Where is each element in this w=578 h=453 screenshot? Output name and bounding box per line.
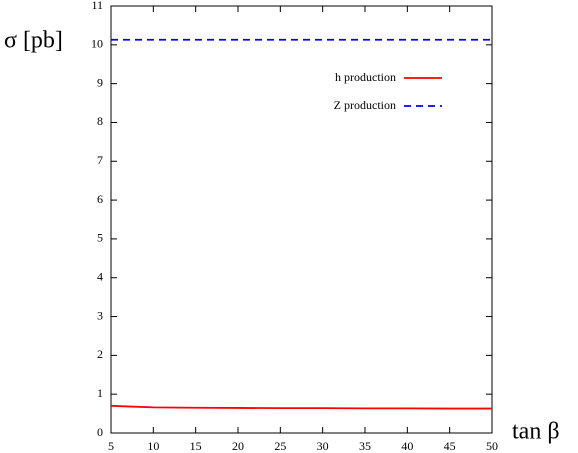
y-tick-label: 4 (97, 269, 103, 283)
y-tick-label: 5 (97, 231, 103, 245)
y-tick-label: 8 (97, 114, 103, 128)
y-tick-label: 7 (97, 153, 103, 167)
x-tick-label: 45 (444, 439, 456, 453)
y-tick-label: 9 (97, 75, 103, 89)
x-tick-label: 50 (486, 439, 498, 453)
x-tick-label: 35 (359, 439, 371, 453)
x-tick-label: 5 (108, 439, 114, 453)
x-tick-label: 25 (274, 439, 286, 453)
y-tick-label: 6 (97, 192, 103, 206)
series-line (110, 404, 492, 410)
x-tick-label: 20 (232, 439, 244, 453)
y-tick-label: 10 (91, 37, 103, 51)
x-tick-label: 30 (317, 439, 329, 453)
y-tick-label: 2 (97, 347, 103, 361)
plot-frame (110, 5, 493, 434)
x-tick-label: 40 (401, 439, 413, 453)
legend-label: Z production (334, 98, 396, 112)
legend-label: h production (335, 70, 396, 84)
y-tick-label: 0 (97, 425, 103, 439)
y-axis-label: σ [pb] (4, 28, 63, 54)
x-axis-label: tan β (512, 419, 560, 445)
x-tick-label: 15 (190, 439, 202, 453)
y-tick-label: 3 (97, 308, 103, 322)
y-tick-label: 1 (97, 386, 103, 400)
y-tick-label: 11 (91, 0, 103, 12)
x-tick-label: 10 (147, 439, 159, 453)
